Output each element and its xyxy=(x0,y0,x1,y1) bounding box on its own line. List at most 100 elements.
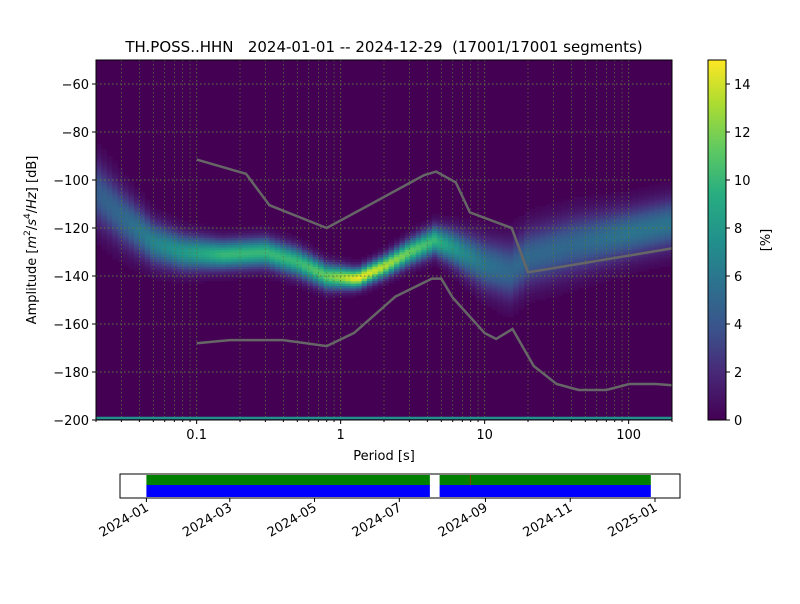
heatmap-cell xyxy=(182,256,189,260)
heatmap-cell xyxy=(426,252,433,255)
heatmap-cell xyxy=(198,261,205,265)
heatmap-cell xyxy=(453,268,460,272)
heatmap-cell xyxy=(610,213,617,217)
heatmap-cell xyxy=(589,213,595,217)
heatmap-cell xyxy=(502,266,509,270)
heatmap-cell xyxy=(654,194,660,198)
heatmap-cell xyxy=(437,240,444,243)
heatmap-cell xyxy=(150,237,157,241)
heatmap-cell xyxy=(469,225,476,229)
heatmap-cell xyxy=(139,235,146,238)
heatmap-cell xyxy=(551,268,557,272)
heatmap-cell xyxy=(507,242,514,246)
heatmap-cell xyxy=(469,271,476,274)
heatmap-cell xyxy=(664,244,671,248)
heatmap-cell xyxy=(388,266,395,270)
heatmap-cell xyxy=(491,232,498,236)
heatmap-cell xyxy=(166,271,173,274)
heatmap-cell xyxy=(475,237,482,241)
heatmap-cell xyxy=(589,271,595,274)
heatmap-cell xyxy=(507,302,514,306)
heatmap-cell xyxy=(524,228,530,231)
heatmap-cell xyxy=(415,252,422,255)
heatmap-cell xyxy=(599,216,606,219)
heatmap-cell xyxy=(502,235,509,238)
heatmap-cell xyxy=(123,218,129,222)
heatmap-cell xyxy=(437,266,444,270)
heatmap-cell xyxy=(339,261,346,265)
heatmap-cell xyxy=(112,177,119,181)
heatmap-cell xyxy=(307,247,314,250)
heatmap-cell xyxy=(545,254,552,258)
heatmap-cell xyxy=(442,244,449,248)
heatmap-cell xyxy=(269,230,276,234)
heatmap-cell xyxy=(318,261,324,265)
heatmap-cell xyxy=(513,230,520,234)
heatmap-cell xyxy=(583,268,590,272)
heatmap-cell xyxy=(491,240,498,243)
heatmap-cell xyxy=(231,259,238,262)
heatmap-cell xyxy=(529,220,536,224)
heatmap-cell xyxy=(421,232,427,236)
heatmap-cell xyxy=(345,266,352,270)
heatmap-cell xyxy=(643,194,650,198)
heatmap-cell xyxy=(545,290,552,294)
heatmap-cell xyxy=(572,220,579,224)
heatmap-cell xyxy=(507,266,514,270)
heatmap-cell xyxy=(670,232,673,236)
heatmap-cell xyxy=(486,240,492,243)
heatmap-cell xyxy=(139,247,146,250)
heatmap-cell xyxy=(144,252,151,255)
heatmap-cell xyxy=(670,192,673,195)
heatmap-cell xyxy=(123,235,129,238)
heatmap-cell xyxy=(394,244,400,248)
heatmap-cell xyxy=(610,252,617,255)
heatmap-cell xyxy=(610,235,617,238)
heatmap-cell xyxy=(664,232,671,236)
heatmap-cell xyxy=(399,266,406,270)
heatmap-cell xyxy=(616,247,622,250)
heatmap-cell xyxy=(431,252,438,255)
heatmap-cell xyxy=(664,256,671,260)
heatmap-cell xyxy=(610,244,617,248)
heatmap-cell xyxy=(496,252,503,255)
heatmap-cell xyxy=(285,283,292,286)
heatmap-cell xyxy=(442,225,449,229)
heatmap-cell xyxy=(123,201,129,205)
heatmap-cell xyxy=(209,247,216,250)
heatmap-cell xyxy=(274,266,281,270)
heatmap-cell xyxy=(339,273,346,277)
heatmap-cell xyxy=(567,266,574,270)
heatmap-cell xyxy=(296,266,303,270)
heatmap-cell xyxy=(404,271,411,274)
heatmap-cell xyxy=(442,259,449,262)
heatmap-cell xyxy=(101,194,108,198)
heatmap-cell xyxy=(421,266,427,270)
heatmap-cell xyxy=(388,249,395,253)
heatmap-cell xyxy=(464,285,471,289)
heatmap-cell xyxy=(247,235,254,238)
heatmap-cell xyxy=(540,230,547,234)
heatmap-cell xyxy=(285,256,292,260)
heatmap-cell xyxy=(507,307,514,310)
heatmap-cell xyxy=(253,249,259,253)
heatmap-cell xyxy=(356,285,362,289)
heatmap-cell xyxy=(415,244,422,248)
heatmap-cell xyxy=(128,199,135,202)
heatmap-cell xyxy=(117,168,124,171)
heatmap-cell xyxy=(329,285,335,289)
heatmap-cell xyxy=(464,244,471,248)
heatmap-cell xyxy=(263,247,270,250)
heatmap-cell xyxy=(198,235,205,238)
heatmap-cell xyxy=(442,235,449,238)
heatmap-cell xyxy=(464,242,471,246)
heatmap-cell xyxy=(486,285,492,289)
heatmap-cell xyxy=(112,223,119,226)
heatmap-cell xyxy=(345,271,352,274)
heatmap-cell xyxy=(670,194,673,198)
heatmap-cell xyxy=(583,237,590,241)
heatmap-cell xyxy=(155,261,162,265)
heatmap-cell xyxy=(280,249,287,253)
heatmap-cell xyxy=(637,196,644,200)
heatmap-cell xyxy=(627,208,633,212)
